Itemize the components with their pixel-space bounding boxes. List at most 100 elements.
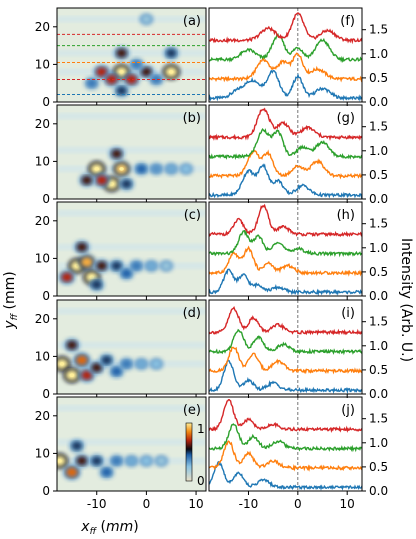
y-tick-label: 1.5 [369, 412, 388, 426]
y-axis-label-unit: (mm) [2, 271, 18, 314]
lineplot-panels: (f) 0.0 0.5 1.0 1.5 (g) 0.0 0.5 1.0 1.5 (h) 0.0 0.5 1… [208, 7, 388, 511]
heatmap-spot-core [119, 167, 124, 171]
heatmap-spot [162, 262, 171, 270]
x-axis-label: xff (mm) [80, 519, 138, 537]
heatmap-spot [91, 363, 102, 372]
heatmap-spot [131, 262, 141, 270]
colorbar [185, 422, 193, 482]
y-tick-label: 0 [42, 95, 50, 109]
lineplot-panel: (j) 0.0 0.5 1.0 1.5 -10 0 10 [208, 396, 388, 511]
heatmap-spot [91, 456, 102, 465]
y-tick-label: 20 [35, 409, 50, 423]
lineplot-frame [208, 104, 363, 200]
panel-label: (i) [341, 306, 355, 321]
heatmap-spot [102, 468, 112, 477]
heatmap-spot [131, 60, 141, 69]
heatmap-spot [76, 242, 87, 252]
y-tick-label: 0.5 [369, 168, 388, 182]
y-axis-label-text: yff (mm) [2, 271, 20, 329]
colorbar-min-label: 0 [197, 474, 205, 488]
y-tick-label: 10 [35, 446, 50, 460]
heatmap-panel: (a) 0 10 20 [35, 7, 207, 109]
y-tick-label: 0.5 [369, 71, 388, 85]
y-tick-label: 0.5 [369, 265, 388, 279]
intensity-series [209, 52, 362, 83]
panel-label: (e) [183, 403, 201, 418]
lineplot-frame [208, 396, 363, 492]
heatmap-spot [72, 441, 82, 450]
lineplot-frame [208, 7, 363, 103]
x-axis-label-sub: ff [90, 527, 98, 537]
heatmap-spot [87, 79, 97, 88]
heatmap-frame [56, 201, 207, 297]
y-tick-label: 0.0 [369, 387, 388, 401]
heatmap-spot [106, 74, 117, 84]
heatmap-spot [121, 179, 132, 188]
y-tick-label: 10 [35, 154, 50, 168]
intensity-series [209, 229, 362, 258]
panel-label: (c) [184, 208, 201, 223]
colorbar-max-label: 1 [197, 422, 205, 436]
heatmap-spot-core [89, 275, 94, 280]
heatmap-spot [157, 457, 166, 465]
x-tick-label: -10 [239, 497, 259, 511]
heatmap-spots [57, 210, 206, 292]
heatmap-spot [81, 370, 93, 380]
x-tick-label: 0 [294, 497, 302, 511]
intensity-series [209, 398, 362, 433]
intensity-series [209, 359, 362, 394]
panel-label: (d) [183, 306, 201, 321]
intensity-series [209, 203, 362, 238]
y-tick-label: 0.0 [369, 95, 388, 109]
heatmap-band [57, 165, 206, 172]
intensity-series [209, 12, 362, 45]
heatmap-spot [166, 165, 176, 173]
x-axis-label-mm: mm [106, 519, 133, 535]
y-tick-label: 20 [35, 312, 50, 326]
heatmap-band [57, 244, 206, 251]
y-tick-label: 0 [42, 289, 50, 303]
heatmap-spots [57, 405, 206, 480]
y-tick-label: 0 [42, 387, 50, 401]
heatmap-band [57, 405, 206, 412]
intensity-series [209, 440, 362, 472]
heatmap-band [57, 147, 206, 154]
heatmap-band [57, 16, 206, 23]
heatmap-band [57, 210, 206, 217]
heatmap-band [57, 439, 206, 446]
y-tick-label: 0.0 [369, 289, 388, 303]
intensity-series [209, 245, 362, 277]
y-tick-label: 20 [35, 117, 50, 131]
heatmap-spot-core [69, 373, 75, 378]
y-tick-label: 1.0 [369, 339, 388, 353]
heatmap-spot [66, 340, 77, 350]
heatmap-spot-core [119, 70, 124, 74]
heatmap-spot [81, 175, 92, 185]
intensity-series [209, 149, 362, 180]
heatmap-frame [56, 104, 207, 200]
heatmap-spot [76, 456, 87, 466]
intensity-series [209, 423, 362, 453]
heatmap-frame [56, 7, 207, 103]
intensity-series [209, 128, 362, 161]
intensity-series [209, 328, 362, 356]
heatmap-spot [96, 261, 107, 271]
heatmap-spot [116, 48, 127, 58]
y-tick-label: 10 [35, 57, 50, 71]
heatmap-spot [96, 175, 107, 185]
heatmap-spot [142, 457, 151, 465]
y-tick-label: 0 [42, 484, 50, 498]
lineplot-series [209, 105, 362, 199]
y-tick-label: 1.5 [369, 217, 388, 231]
y-tick-label: 1.5 [369, 120, 388, 134]
heatmap-spot [126, 74, 137, 84]
lineplot-frame [208, 299, 363, 395]
heatmap-spot-core [109, 182, 114, 186]
heatmap-spot [101, 356, 112, 365]
heatmap-spot [111, 261, 122, 270]
heatmap-spots [57, 308, 206, 384]
panel-label: (h) [337, 208, 355, 223]
heatmap-band [57, 50, 206, 57]
